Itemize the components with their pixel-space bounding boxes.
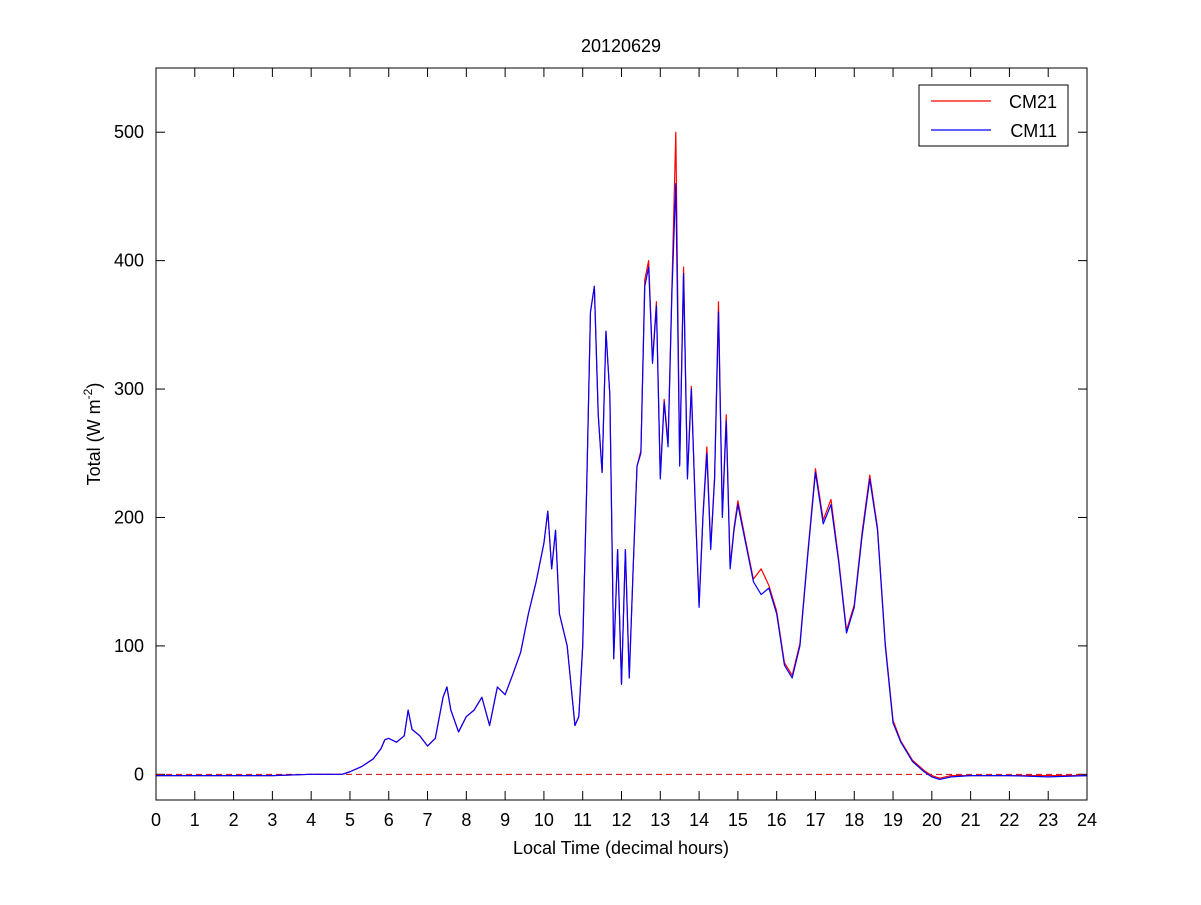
plot-area [156,68,1087,800]
chart-title: 20120629 [581,36,661,56]
x-tick-label: 22 [999,810,1019,830]
x-tick-label: 8 [461,810,471,830]
y-tick-label: 200 [114,507,144,527]
x-tick-label: 11 [573,810,592,830]
axes-frame [155,67,1088,801]
x-tick-label: 20 [922,810,942,830]
y-label-exponent: -2 [81,388,95,399]
x-tick-label: 4 [306,810,316,830]
y-axis-label: Total (W m-2) [81,383,104,486]
y-label-text: ) [84,383,104,389]
x-tick-label: 3 [267,810,277,830]
x-tick-label: 10 [534,810,554,830]
y-label-text: Total (W m [84,399,104,485]
x-tick-label: 2 [229,810,239,830]
x-tick-label: 13 [650,810,670,830]
y-tick-label: 100 [114,636,144,656]
y-tick-label: 300 [114,379,144,399]
x-tick-label: 9 [500,810,510,830]
y-tick-label: 400 [114,251,144,271]
x-tick-label: 24 [1077,810,1097,830]
x-tick-label: 0 [151,810,161,830]
x-tick-label: 19 [883,810,903,830]
x-tick-label: 7 [423,810,433,830]
x-tick-label: 1 [190,810,200,830]
y-tick-label: 500 [114,122,144,142]
x-tick-label: 16 [767,810,787,830]
legend: CM21 CM11 [918,84,1069,147]
legend-box [918,84,1069,147]
x-tick-label: 15 [728,810,748,830]
x-tick-label: 18 [844,810,864,830]
x-tick-label: 14 [689,810,709,830]
series-line [156,182,1088,781]
y-tick-label: 0 [134,764,144,784]
x-tick-label: 17 [805,810,825,830]
x-tick-label: 6 [384,810,394,830]
legend-label: CM11 [1010,121,1057,141]
x-tick-label: 5 [345,810,355,830]
x-axis-label: Local Time (decimal hours) [513,838,729,858]
x-tick-label: 21 [961,810,981,830]
x-tick-label: 23 [1038,810,1058,830]
x-tick-label: 12 [611,810,631,830]
legend-label: CM21 [1009,92,1057,112]
